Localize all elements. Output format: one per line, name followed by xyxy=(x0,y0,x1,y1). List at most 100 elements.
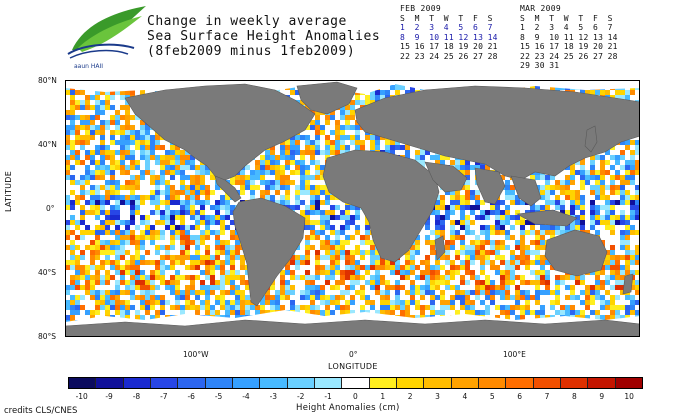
colorbar-swatch xyxy=(287,378,315,388)
land-arabia xyxy=(424,161,468,193)
calendar-day: 9 xyxy=(534,32,540,42)
weekday-label: T xyxy=(458,13,464,23)
ytick-80s: 80°S xyxy=(38,332,57,341)
land-south-america xyxy=(232,197,306,307)
colorbar-swatch xyxy=(506,378,534,388)
colorbar-title: Height Anomalies (cm) xyxy=(296,403,400,413)
weekday-label: M xyxy=(414,13,420,23)
land-india xyxy=(474,167,506,205)
calendar-day: 14 xyxy=(487,32,498,42)
calendar-day: 23 xyxy=(534,51,545,61)
calendar-day: 19 xyxy=(458,42,469,51)
calendar-day: 5 xyxy=(458,23,464,32)
colorbar-tick-label: 2 xyxy=(407,392,413,401)
land-central-america xyxy=(214,175,242,203)
colorbar-tick-label: 5 xyxy=(489,392,495,401)
ytick-40n: 40°N xyxy=(38,140,57,149)
xtick-0: 0° xyxy=(349,350,358,359)
calendar-day: 21 xyxy=(487,42,498,51)
calendar-day: 24 xyxy=(549,51,560,61)
colorbar-tick-label: -7 xyxy=(160,392,168,401)
colorbar-tick-label: 4 xyxy=(462,392,468,401)
colorbar-swatch xyxy=(314,378,343,388)
weekday-label: F xyxy=(472,13,479,23)
colorbar-tick-label: -1 xyxy=(324,392,332,401)
weekday-label: S xyxy=(607,13,613,23)
map-title: Change in weekly average Sea Surface Hei… xyxy=(147,14,380,59)
weekday-label: W xyxy=(563,13,569,23)
weekday-label: W xyxy=(443,13,449,23)
colorbar-tick-label: -6 xyxy=(187,392,195,401)
calendar-day: 21 xyxy=(607,42,618,51)
calendar-day: 26 xyxy=(458,51,469,61)
weekday-label: S xyxy=(520,13,526,23)
calendar-day: 27 xyxy=(472,51,484,61)
calendar-day: 15 xyxy=(520,42,531,51)
land-new-zealand xyxy=(622,273,634,295)
colorbar-swatch xyxy=(232,378,261,388)
calendar-day xyxy=(608,61,623,71)
land-antarctica xyxy=(65,319,640,337)
calendar-day: 19 xyxy=(578,42,589,51)
title-line-1: Change in weekly average xyxy=(147,14,347,29)
colorbar-tick-label: 3 xyxy=(435,392,440,401)
land-greenland xyxy=(296,81,358,115)
land-masses xyxy=(65,81,640,337)
calendar-day: 18 xyxy=(563,42,575,51)
calendar-week: 15 16 17 18 19 20 21 xyxy=(520,42,622,52)
calendar-day: 27 xyxy=(592,51,604,61)
calendar-day: 10 xyxy=(549,32,560,42)
colorbar-swatch xyxy=(96,378,124,388)
calendar-day: 4 xyxy=(443,23,449,32)
calendar-feb: FEB 2009 S M T W T F S 1 2 3 4 5 6 7 8 9 10 11 12 13 14 15 16 17… xyxy=(400,4,502,61)
calendar-day: 13 xyxy=(592,32,604,42)
weekday-label: M xyxy=(534,13,540,23)
colorbar-swatch xyxy=(533,378,561,388)
calendar-day: 6 xyxy=(472,23,479,32)
x-axis-label: LONGITUDE xyxy=(328,362,378,371)
colorbar-tick-label: -2 xyxy=(296,392,305,401)
calendar-day xyxy=(564,61,579,71)
calendar-day: 31 xyxy=(549,61,560,70)
colorbar-swatch xyxy=(615,378,642,388)
colorbar-swatch xyxy=(588,378,616,388)
colorbar-swatch xyxy=(123,378,151,388)
colorbar-tick-label: 10 xyxy=(624,392,634,401)
calendar-day: 22 xyxy=(400,51,411,61)
land-eurasia xyxy=(354,85,640,181)
colorbar-tick-label: 7 xyxy=(544,392,550,401)
colorbar-swatch xyxy=(451,378,479,388)
colorbar-tick-label: 8 xyxy=(572,392,577,401)
colorbar-tick-label: -9 xyxy=(105,392,113,401)
calendar-week: 8 9 10 11 12 13 14 xyxy=(520,33,622,43)
colorbar-swatch xyxy=(342,378,370,388)
calendar-day: 2 xyxy=(534,23,540,32)
logo: aaun HAII xyxy=(64,4,148,76)
ssh-anomaly-map xyxy=(65,80,640,337)
colorbar-swatch xyxy=(178,378,206,388)
calendar-day: 14 xyxy=(607,32,618,42)
title-line-3: (8feb2009 minus 1feb2009) xyxy=(147,44,356,59)
land-north-america xyxy=(124,83,316,181)
colorbar-swatch xyxy=(150,378,179,388)
calendar-week: 29 30 31 xyxy=(520,61,622,71)
colorbar-swatch xyxy=(396,378,425,388)
weekday-label: T xyxy=(429,13,435,23)
colorbar-ticks: -10 -9 -8 -7 -6 -5 -4 -3 -2 -1 0 1 2 3 4 5 6 7 8 9 10 xyxy=(68,392,643,402)
calendar-day: 22 xyxy=(520,51,531,61)
calendar-day: 16 xyxy=(534,42,545,51)
calendar-day: 28 xyxy=(607,51,618,61)
calendar-day: 7 xyxy=(487,23,493,32)
land-se-asia xyxy=(510,175,542,207)
colorbar-tick-label: 6 xyxy=(517,392,523,401)
calendar-day: 28 xyxy=(487,51,498,61)
calendar-day: 11 xyxy=(563,32,575,42)
calendar-week: 22 23 24 25 26 27 28 xyxy=(520,52,622,62)
calendar-day: 13 xyxy=(472,32,484,42)
calendar-day: 20 xyxy=(472,42,484,51)
logo-text-top: aaun HAII xyxy=(74,63,103,70)
calendar-day: 30 xyxy=(534,61,545,70)
calendar-day: 11 xyxy=(443,32,455,42)
